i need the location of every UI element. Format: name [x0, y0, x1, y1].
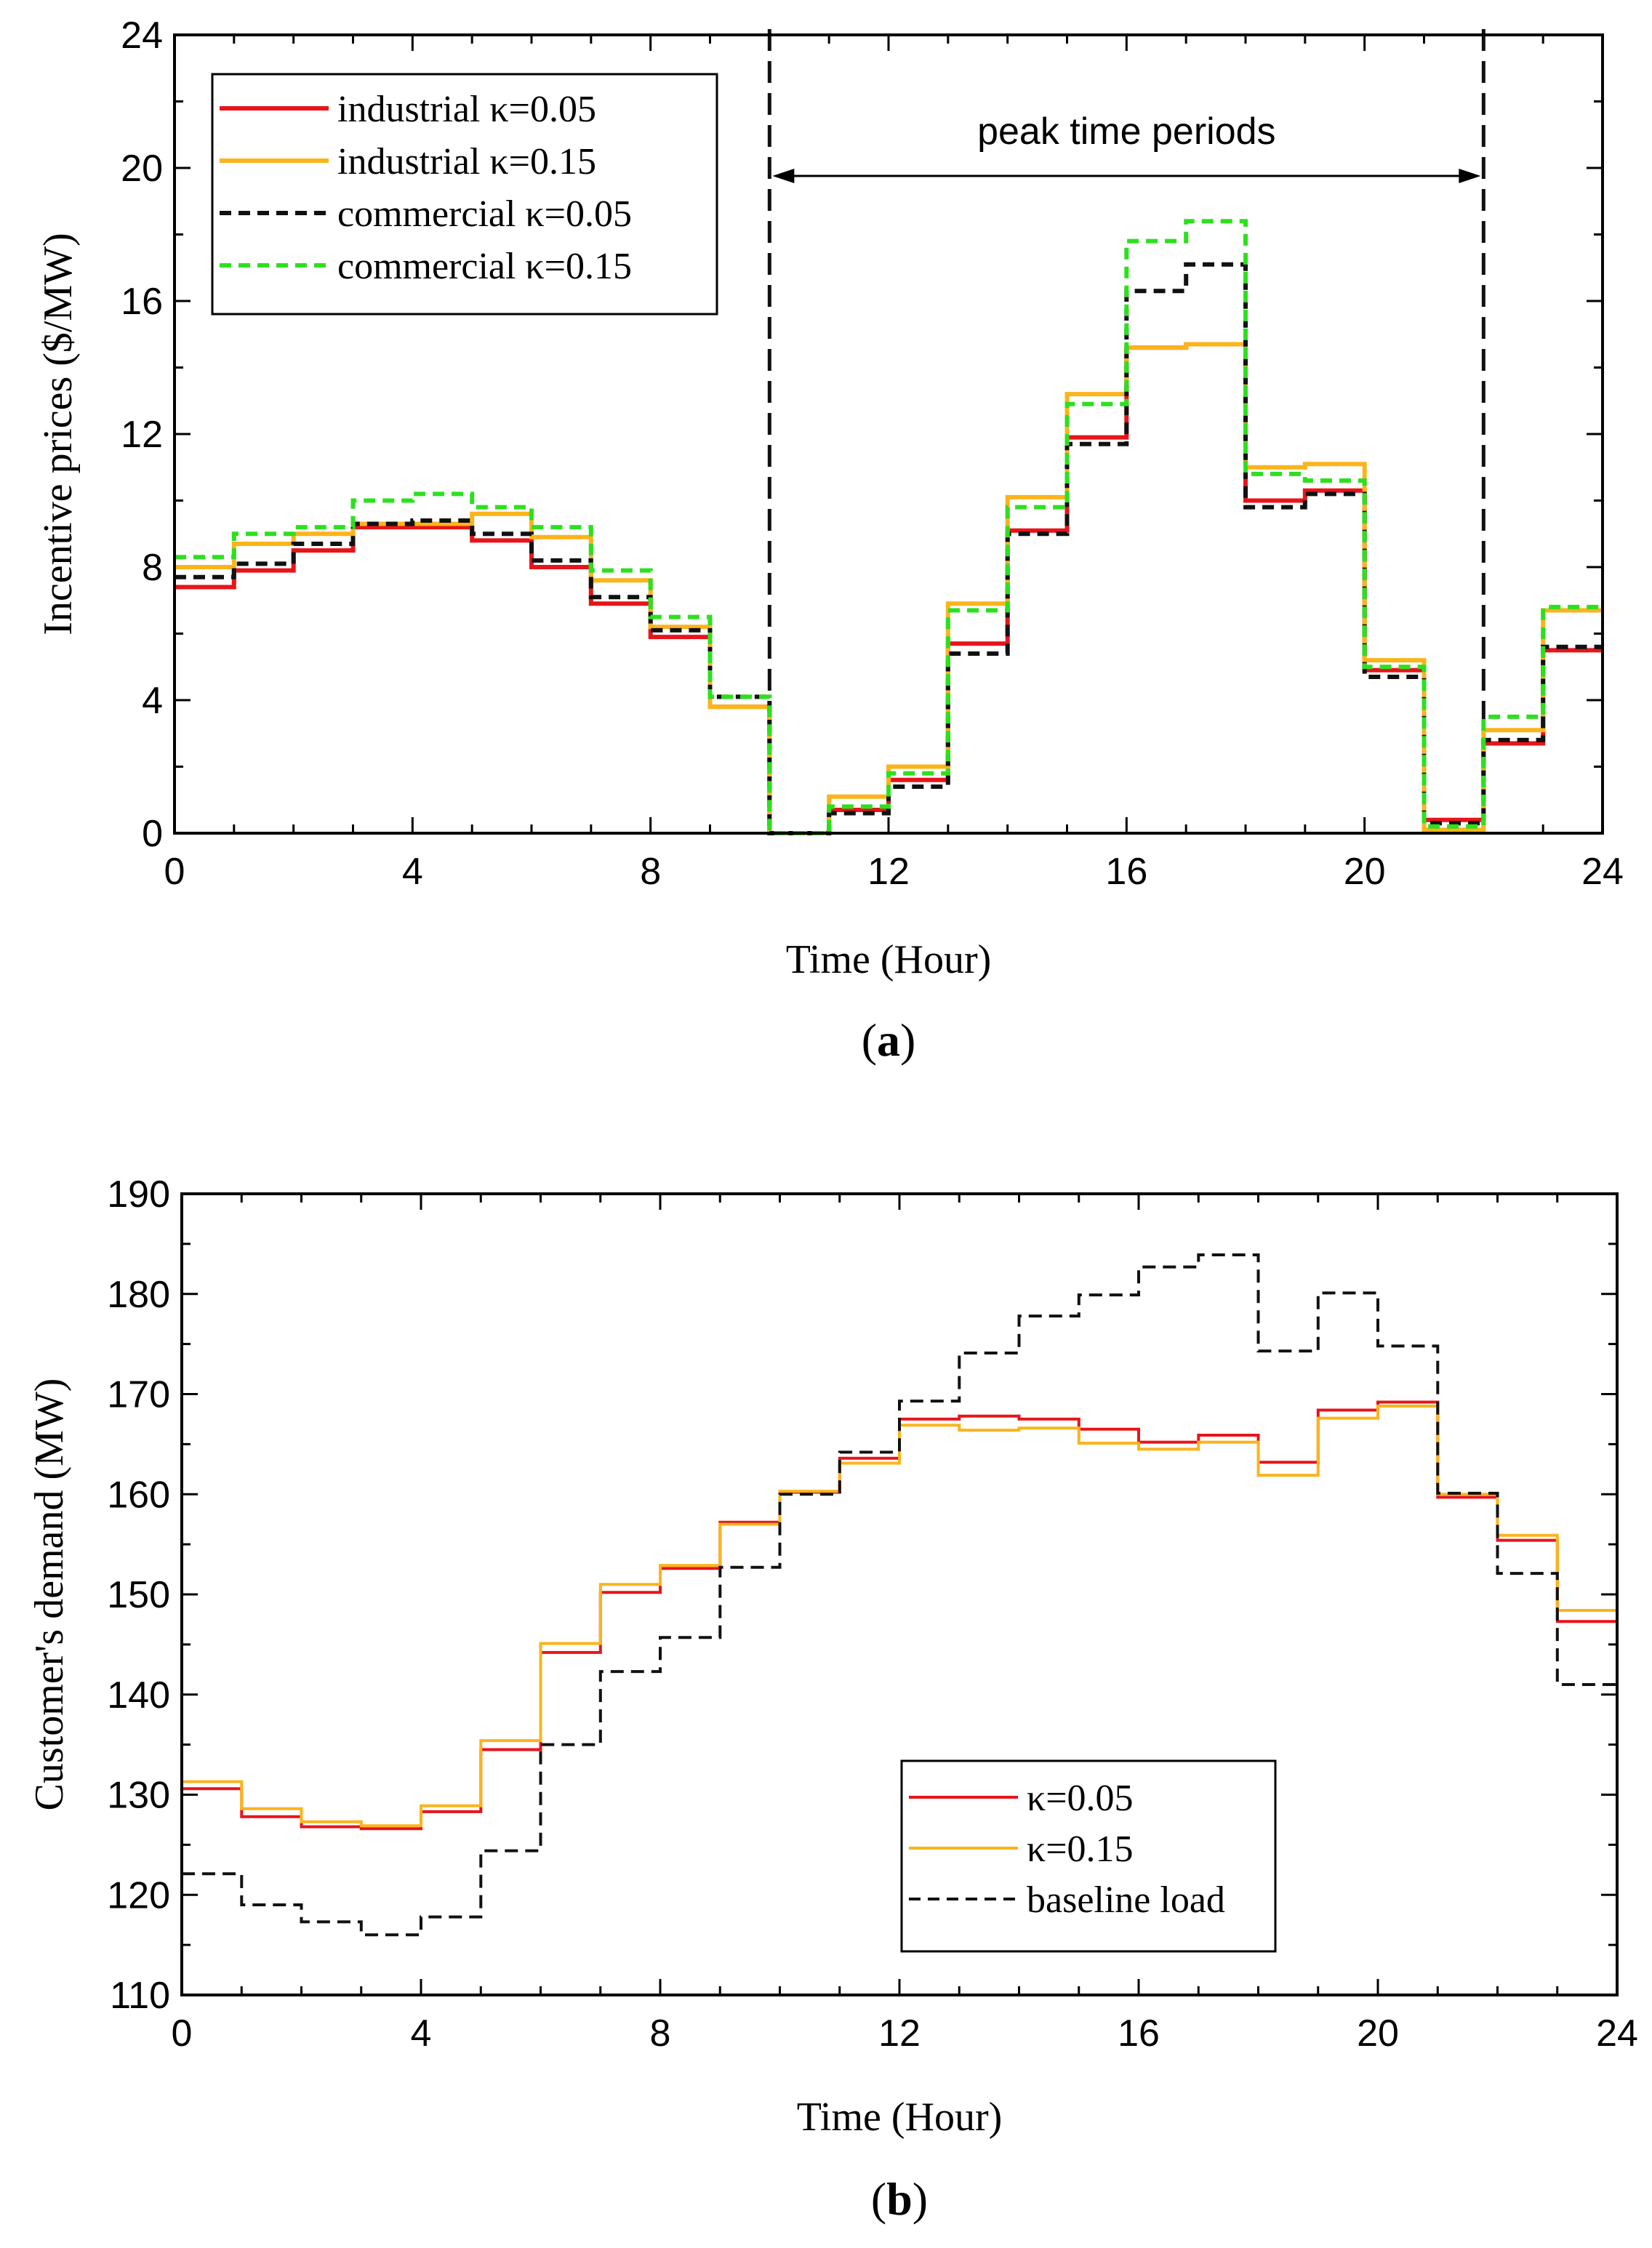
chart-a-y-tick-label: 0 — [142, 813, 163, 855]
chart-b-series-line-1 — [182, 1405, 1617, 1828]
chart-b-y-tick-label: 140 — [107, 1674, 170, 1717]
chart-a-series-line-0 — [175, 342, 1603, 835]
chart-b-x-tick-label: 12 — [878, 2012, 921, 2055]
chart-b-y-tick-label: 190 — [107, 1173, 170, 1216]
chart-a-legend-label: commercial κ=0.05 — [337, 193, 632, 235]
chart-b-y-tick-label: 110 — [110, 1975, 170, 2017]
chart-b-x-tick-label: 16 — [1118, 2012, 1160, 2055]
chart-a-x-tick-label: 16 — [1105, 851, 1147, 893]
chart-b-x-tick-label: 8 — [650, 2012, 671, 2055]
chart-b-y-tick-label: 130 — [107, 1775, 170, 1817]
chart-a-legend-label: industrial κ=0.05 — [337, 89, 596, 130]
chart-b-legend-box — [900, 1759, 1277, 1953]
chart-b-series-line-0 — [182, 1400, 1617, 1831]
chart-a-caption: (a) — [862, 1014, 916, 1066]
chart-b-x-axis-title: Time (Hour) — [797, 2095, 1003, 2140]
chart-b-y-tick-label: 170 — [107, 1374, 170, 1416]
chart-a-x-tick-label: 8 — [640, 851, 661, 893]
chart-a-y-tick-label: 4 — [142, 680, 163, 722]
chart-b-legend: κ=0.05 κ=0.15 baseline load — [900, 1759, 1277, 1953]
peak-annotation: peak time periods — [772, 111, 1481, 183]
chart-a-y-tick-label: 20 — [121, 148, 163, 190]
chart-b-y-axis-title: Customer's demand (MW) — [27, 1378, 72, 1811]
chart-b-y-tick-label: 180 — [107, 1274, 170, 1316]
peak-annotation-label: peak time periods — [977, 111, 1275, 153]
chart-b-y-tick-label: 160 — [107, 1474, 170, 1516]
chart-a-x-tick-label: 4 — [402, 851, 423, 893]
chart-b-y-tick-label: 150 — [107, 1574, 170, 1616]
chart-a-y-tick-label: 24 — [121, 15, 163, 57]
chart-a-legend-label: commercial κ=0.15 — [337, 246, 632, 287]
chart-b-x-tick-label: 4 — [411, 2012, 432, 2055]
chart-b-x-tick-label: 24 — [1596, 2012, 1638, 2055]
chart-a-y-axis-title: Incentive prices ($/MW) — [36, 233, 81, 635]
peak-arrow-head-left — [772, 169, 795, 183]
chart-a-x-tick-label: 0 — [164, 851, 185, 893]
chart-a-legend-label: industrial κ=0.15 — [337, 141, 596, 182]
chart-a-series-line-1 — [175, 342, 1603, 835]
chart-a-x-axis-title: Time (Hour) — [786, 937, 992, 982]
chart-b-series-line-2 — [182, 1253, 1617, 1937]
chart-a-x-tick-label: 20 — [1344, 851, 1386, 893]
chart-b-legend-label: baseline load — [1027, 1879, 1225, 1921]
chart-a-legend-box — [211, 73, 718, 316]
chart-a-legend: industrial κ=0.05 industrial κ=0.15 commer… — [211, 73, 718, 316]
chart-a: 0 4 8 12 16 20 24 0 4 8 12 16 20 24 peak time period… — [36, 15, 1624, 1066]
chart-b-y-tick-label: 120 — [107, 1874, 170, 1916]
chart-b-legend-label: κ=0.05 — [1027, 1778, 1134, 1819]
chart-a-x-tick-label: 12 — [867, 851, 910, 893]
chart-b-x-tick-label: 20 — [1357, 2012, 1399, 2055]
chart-b-caption: (b) — [871, 2173, 928, 2225]
chart-b-x-tick-label: 0 — [172, 2012, 193, 2055]
chart-a-series-line-2 — [175, 262, 1603, 835]
chart-a-series-line-3 — [175, 219, 1603, 835]
chart-b-legend-label: κ=0.15 — [1027, 1828, 1134, 1870]
chart-a-y-tick-label: 12 — [121, 414, 163, 456]
peak-arrow-head-right — [1459, 169, 1481, 183]
chart-b-plot-frame — [180, 1192, 1619, 1996]
chart-a-x-tick-label: 24 — [1581, 851, 1624, 893]
chart-a-y-tick-label: 8 — [142, 547, 163, 589]
chart-a-plot-frame — [173, 33, 1604, 835]
chart-a-y-tick-label: 16 — [121, 281, 163, 323]
